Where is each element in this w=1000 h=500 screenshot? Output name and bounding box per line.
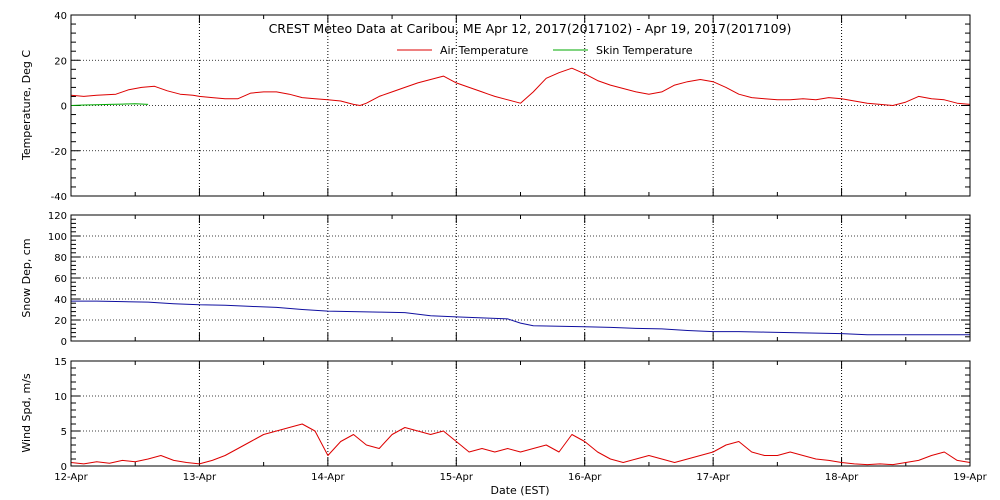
y-axis-title-temperature: Temperature, Deg C [20, 50, 33, 161]
x-tick-label: 12-Apr [54, 472, 88, 483]
x-tick-label: 13-Apr [183, 472, 217, 483]
legend-label-skin-temperature: Skin Temperature [596, 44, 693, 57]
y-tick-label: 40 [54, 11, 67, 22]
legend-label-air-temperature: Air Temperature [440, 44, 529, 57]
y-tick-label: 60 [54, 274, 67, 285]
legend: Air Temperature Skin Temperature [397, 44, 693, 57]
y-tick-label: 20 [54, 56, 67, 67]
x-axis-title: Date (EST) [490, 484, 549, 497]
x-tick-label: 15-Apr [440, 472, 474, 483]
y-tick-label: 40 [54, 295, 67, 306]
y-tick-label: 0 [61, 337, 67, 348]
y-tick-label: 20 [54, 316, 67, 327]
y-tick-label: -20 [51, 147, 67, 158]
y-tick-label: 120 [48, 211, 67, 222]
chart-title: CREST Meteo Data at Caribou, ME Apr 12, … [269, 21, 792, 36]
series-line-panel-1 [71, 300, 970, 336]
y-tick-label: 0 [61, 102, 67, 113]
y-tick-label: 100 [48, 232, 67, 243]
series-line-skin-temperature [70, 103, 149, 106]
panel-snow-depth: 0 20 40 60 80 100 120 [48, 211, 971, 348]
plot-frame [70, 14, 971, 197]
panel-wind-speed: 0 5 10 15 12-Apr 13-Apr 14-Apr 15-Apr 16-Apr 17-A… [54, 357, 987, 483]
x-tick-label: 14-Apr [311, 472, 345, 483]
y-tick-label: 0 [61, 462, 67, 473]
y-tick-label: 5 [61, 427, 67, 438]
y-tick-label: -40 [51, 192, 67, 203]
series-line-panel-2 [70, 423, 971, 466]
x-tick-label: 19-Apr [953, 472, 987, 483]
plot-frame [70, 214, 971, 342]
series-line-air-temperature [70, 67, 971, 106]
x-tick-label: 16-Apr [568, 472, 602, 483]
y-tick-label: 15 [54, 357, 67, 368]
y-axis-title-wind-speed: Wind Spd, m/s [20, 373, 33, 453]
x-tick-label: 17-Apr [696, 472, 730, 483]
y-tick-label: 10 [54, 392, 67, 403]
y-tick-label: 80 [54, 253, 67, 264]
x-tick-label: 18-Apr [825, 472, 859, 483]
panel-temperature: -40 -20 0 20 40 [51, 11, 971, 203]
plot-frame [70, 360, 971, 467]
y-axis-title-snow-depth: Snow Dep, cm [20, 238, 33, 317]
